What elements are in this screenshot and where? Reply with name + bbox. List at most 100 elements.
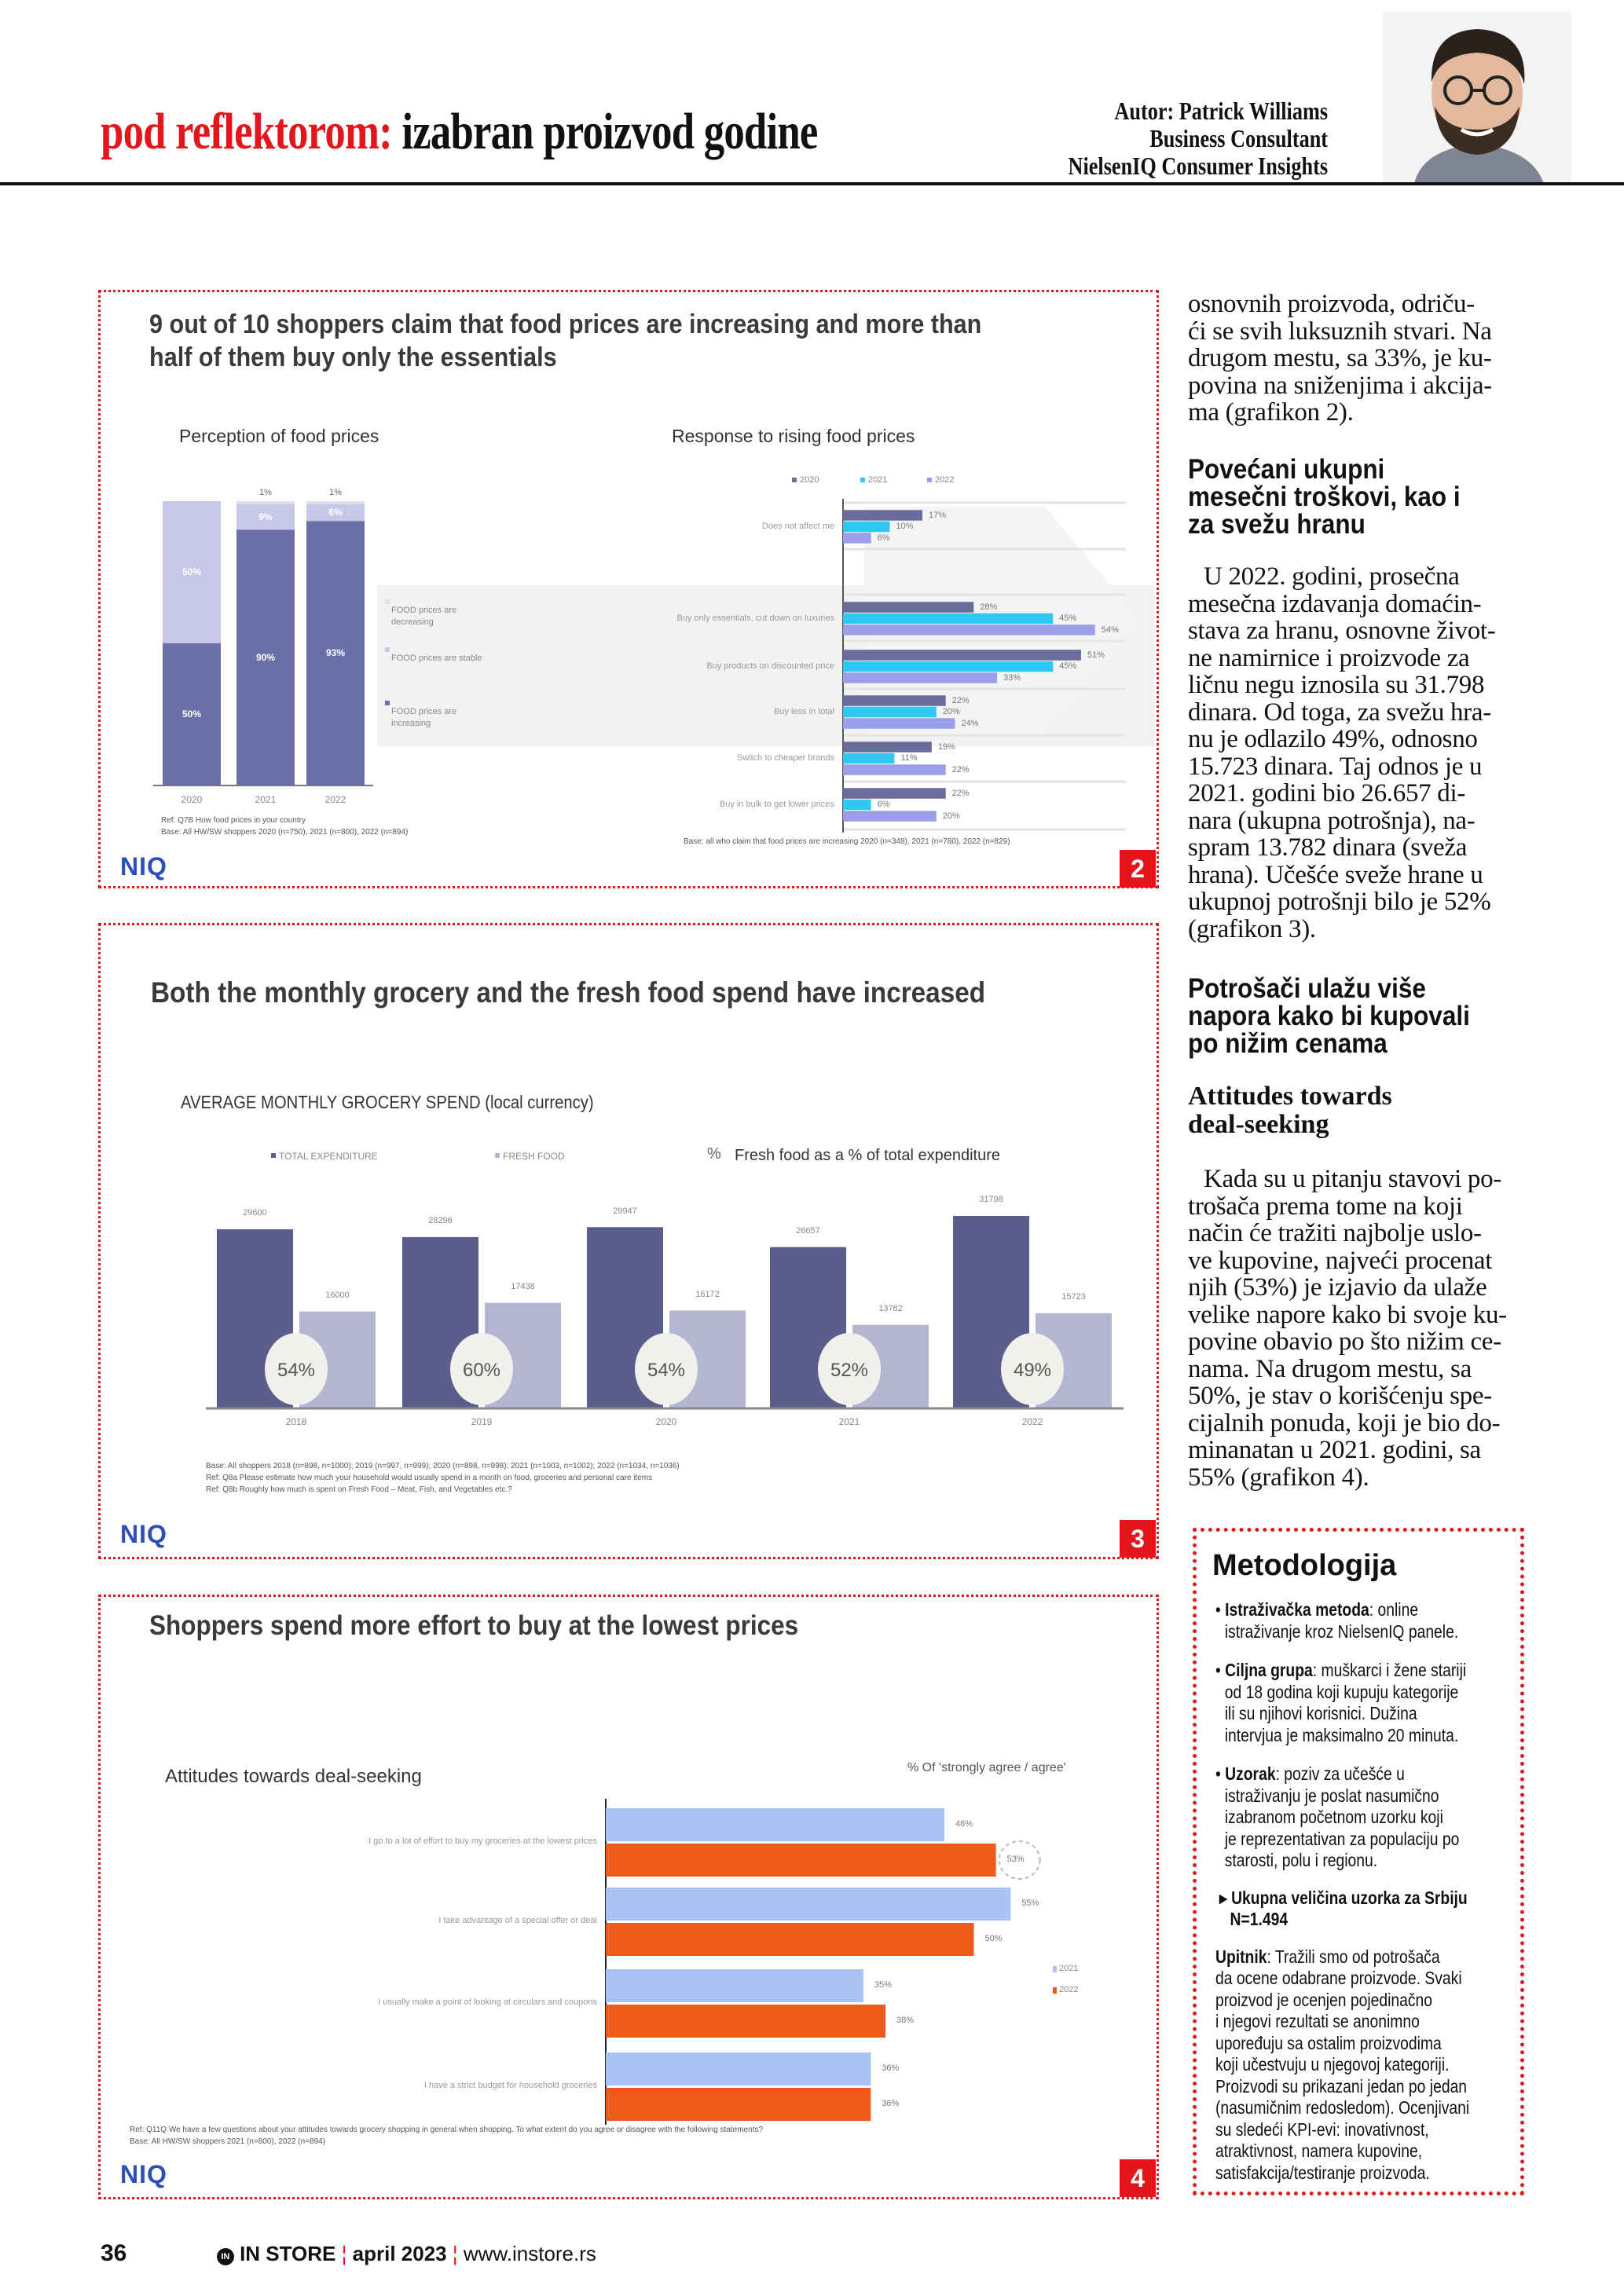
x-tick-label: 2020 (181, 793, 203, 805)
stacked-bar-segment (236, 529, 295, 785)
x-tick-label: 2021 (255, 793, 277, 805)
data-label: 16000 (325, 1291, 350, 1301)
questionnaire-text: : Tražili smo od potrošača (1267, 1946, 1440, 1967)
footer-divider: ¦ (452, 2242, 458, 2265)
legend-label: FOOD prices are increasing (391, 707, 457, 729)
category-label: I take advantage of a special offer or d… (438, 1916, 597, 1926)
share-symbol: % (707, 1145, 721, 1163)
methodology-line: (nasumičnim redosledom). Ocenjivani (1215, 2097, 1470, 2118)
text-line: deal-seeking (1188, 1110, 1329, 1139)
author-company: NielsenIQ Consumer Insights (1068, 152, 1328, 180)
methodology-title: Metodologija (1212, 1549, 1397, 1582)
data-label: 6% (877, 533, 890, 543)
bullet-text: : muškarci i žene stariji (1312, 1660, 1467, 1680)
data-label: 93% (325, 647, 346, 659)
figure-number-badge: 2 (1120, 850, 1156, 888)
methodology-line: su sledeći KPI-evi: inovativnost, (1215, 2118, 1429, 2140)
data-label: 22% (951, 788, 970, 798)
text-line: nara (ukupna potrošnja), na- (1188, 806, 1476, 835)
legend-label: FRESH FOOD (503, 1150, 565, 1162)
page-headline: pod reflektorom: izabran proizvod godine (101, 102, 818, 162)
text-line: minanatan u 2021. godini, sa (1188, 1436, 1481, 1464)
category-label: I have a strict budget for household gro… (423, 2081, 597, 2091)
text-line: ma (grafikon 2). (1188, 398, 1354, 427)
bullet-label: Uzorak (1225, 1763, 1276, 1784)
bar (843, 799, 871, 811)
data-label: 38% (896, 2016, 915, 2026)
text-line: spram 13.782 dinara (sveža (1188, 833, 1468, 862)
share-bubble (635, 1333, 698, 1405)
x-tick-label: 2020 (655, 1415, 677, 1427)
subheading: Attitudes towards deal-seeking (1188, 1082, 1392, 1139)
figure-panel-3 (98, 923, 1159, 1559)
data-label: 26657 (796, 1226, 820, 1236)
text-line: po nižim cenama (1188, 1028, 1388, 1059)
highlight-circle (998, 1840, 1041, 1880)
footnote: Ref: Q8b Roughly how much is spent on Fr… (206, 1485, 512, 1494)
chart-title: Attitudes towards deal-seeking (165, 1765, 422, 1787)
data-label: 11% (900, 753, 918, 764)
share-value: 49% (1013, 1359, 1052, 1381)
data-label: 50% (984, 1934, 1003, 1944)
data-label: 17438 (511, 1282, 535, 1292)
text-line: za svežu hranu (1188, 509, 1366, 540)
website-link[interactable]: www.instore.rs (463, 2242, 596, 2265)
legend-swatch (271, 1153, 276, 1158)
text-line: velike napore kako bi svoje ku- (1188, 1300, 1507, 1329)
text-line: 2021. godini bio 26.657 di- (1188, 779, 1466, 807)
bar (843, 661, 1054, 672)
page-number: 36 (101, 2240, 127, 2266)
methodology-line: proizvod je ocenjen pojedinačno (1215, 1989, 1433, 2010)
figure-3-subtitle: AVERAGE MONTHLY GROCERY SPEND (local cur… (181, 1092, 594, 1112)
share-value: 54% (277, 1359, 316, 1381)
text-line: drugom mestu, sa 33%, je ku- (1188, 344, 1492, 372)
legend-swatch (1053, 1966, 1057, 1972)
data-label: 22% (951, 764, 970, 774)
data-label: 54% (1101, 624, 1119, 635)
author-block: Autor: Patrick Williams Business Consult… (1069, 97, 1328, 180)
bar (843, 706, 937, 718)
author-role: Business Consultant (1149, 124, 1328, 152)
chart-title: Perception of food prices (179, 426, 379, 447)
bar (606, 1923, 974, 1956)
text-line: ći se svih luksuznih stvari. Na (1188, 317, 1492, 346)
stacked-bar-segment (306, 521, 365, 785)
footnote: Ref: Q7B How food prices in your country (161, 816, 306, 825)
share-legend-label: Fresh food as a % of total expenditure (735, 1147, 1000, 1164)
paragraph: U 2022. godini, prosečna mesečna izdavanj… (1188, 563, 1496, 943)
text-line: napora kako bi kupovali (1188, 1001, 1470, 1031)
data-label: 55% (1021, 1899, 1039, 1909)
magazine-logo: IN STORE (240, 2242, 336, 2265)
bar (843, 613, 1054, 624)
share-value: 52% (830, 1359, 869, 1381)
methodology-line: satisfakcija/testiranje proizvoda. (1215, 2162, 1430, 2183)
data-label: 45% (1059, 613, 1077, 624)
methodology-line: upoređuju sa ostalim proizvodima (1215, 2032, 1442, 2053)
methodology-line: • Ciljna grupa: muškarci i žene stariji (1215, 1660, 1469, 1682)
text-line: osnovnih proizvoda, odriču- (1188, 290, 1475, 318)
bar (843, 718, 955, 729)
methodology-line: od 18 godina koji kupuju kategorije (1224, 1681, 1459, 1702)
data-label: 20% (942, 707, 960, 717)
methodology-body: • Istraživačka metoda: online istraživanj… (1215, 1599, 1469, 2184)
bullet-label: Ciljna grupa (1225, 1660, 1313, 1680)
legend-label: 2020 (800, 475, 819, 485)
x-tick-label: 2018 (285, 1415, 307, 1427)
bullet-text: : poziv za učešće u (1275, 1763, 1405, 1784)
stacked-bar-segment (236, 504, 295, 530)
footnote: Base: All shoppers 2018 (n=898, n=1000);… (206, 1462, 680, 1470)
methodology-line: koji učestvuju u njegovoj kategoriji. (1215, 2054, 1450, 2074)
text-line: način će tražiti najbolje uslo- (1188, 1219, 1482, 1247)
legend-swatch (792, 478, 797, 482)
methodology-line: atraktivnost, namera kupovine, (1215, 2140, 1423, 2161)
section-heading: Potrošači ulažu više napora kako bi kupov… (1188, 975, 1501, 1057)
figure-4-title: Shoppers spend more effort to buy at the… (149, 1610, 799, 1641)
data-label: 36% (882, 2063, 900, 2074)
data-label: 22% (951, 695, 970, 705)
bar (843, 533, 871, 544)
text-line: ukupnoj potrošnji bilo je 52% (1188, 888, 1491, 916)
stacked-bar-segment (163, 643, 221, 785)
data-label: 53% (1006, 1855, 1025, 1865)
data-label: 1% (259, 488, 272, 498)
bullet-icon: • (1215, 1660, 1226, 1680)
